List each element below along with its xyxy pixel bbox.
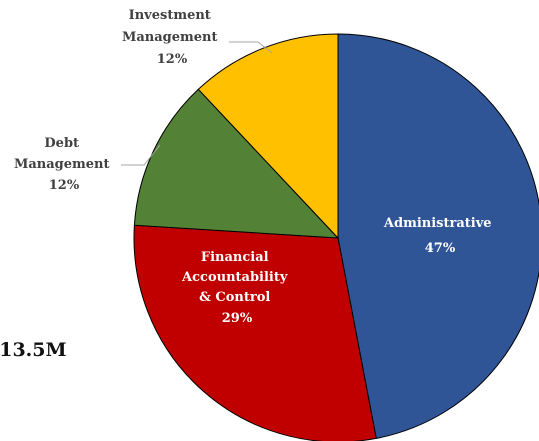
pie-slice-financial-accountability-and-control (133, 224, 377, 441)
slice-label-debt: Debt Management 12% (14, 136, 114, 193)
pie-slice-investment-management (197, 33, 339, 240)
slice-label-debt-pct: 12% (49, 178, 80, 193)
pie-slice-administrative (337, 33, 539, 439)
slice-label-financial-pct: 29% (222, 311, 253, 326)
slice-label-debt-line1: Debt (44, 136, 79, 151)
slice-label-financial-line3: & Control (199, 290, 270, 305)
slice-label-debt-line2: Management (14, 157, 110, 172)
slice-label-investment: Investment Management 12% (122, 8, 222, 67)
slice-label-administrative-pct: 47% (425, 241, 456, 256)
slice-label-investment-line1: Investment (129, 8, 211, 23)
pie-slices (133, 33, 539, 441)
pie-slice-debt-management (133, 88, 340, 239)
leader-line-debt (121, 144, 161, 166)
slice-label-investment-pct: 12% (157, 52, 188, 67)
slice-label-financial-line2: Accountability (181, 270, 288, 285)
slice-label-administrative-name: Administrative (383, 216, 492, 231)
total-amount-label: $13.5M (0, 339, 67, 361)
slice-label-investment-line2: Management (122, 30, 218, 45)
slice-label-administrative: Administrative 47% (383, 216, 496, 256)
slice-label-financial-line1: Financial (201, 250, 269, 265)
slice-label-financial: Financial Accountability & Control 29% (181, 250, 292, 326)
leader-line-investment (229, 41, 273, 54)
